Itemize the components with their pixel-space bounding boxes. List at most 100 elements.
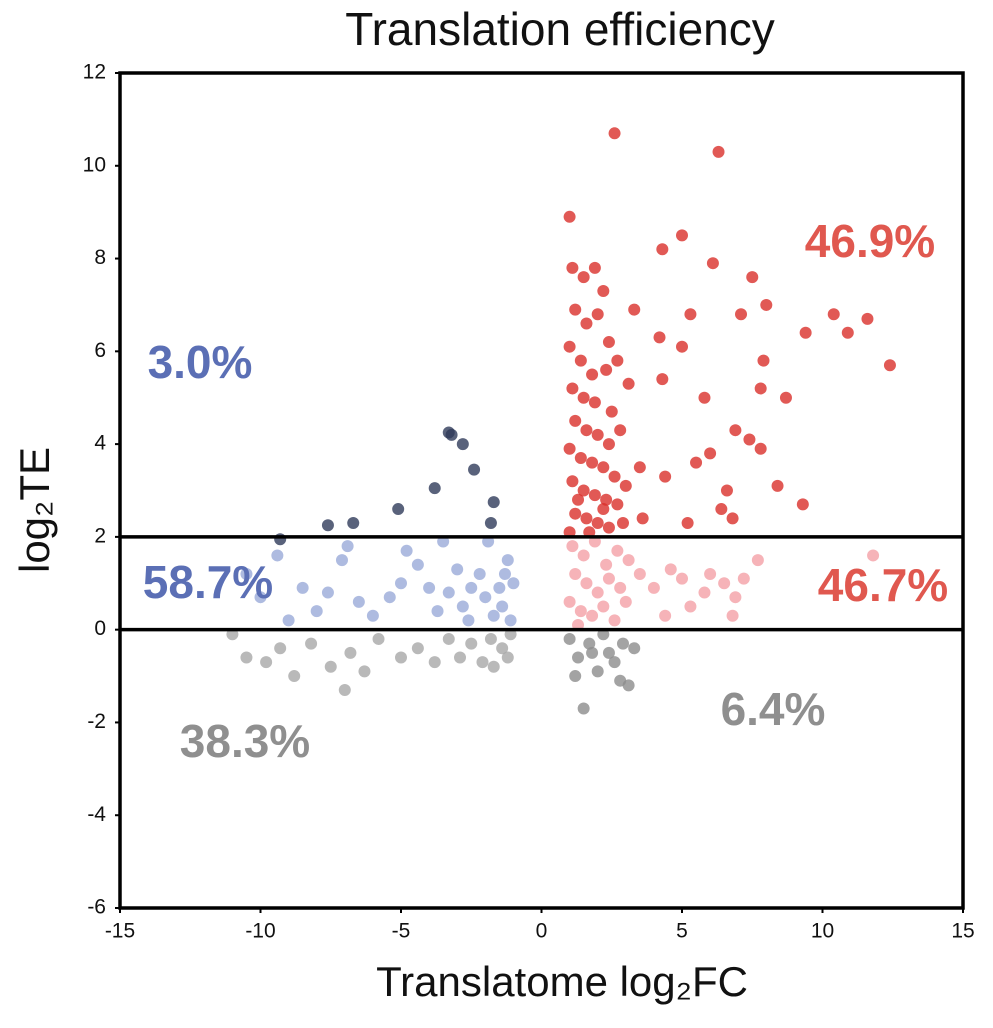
point (305, 637, 318, 650)
point (454, 651, 467, 664)
annotation: 3.0% (148, 336, 253, 388)
point (611, 498, 624, 511)
point (296, 581, 309, 594)
y-tick-label: 10 (83, 153, 106, 176)
point (395, 651, 407, 664)
point (676, 229, 688, 242)
point (341, 540, 354, 553)
point (586, 368, 599, 381)
point (591, 428, 604, 441)
point (861, 312, 874, 325)
point (597, 285, 610, 298)
point (335, 554, 348, 567)
point (602, 521, 615, 534)
point (580, 577, 593, 590)
point (779, 391, 792, 404)
point (622, 377, 635, 390)
point (574, 452, 587, 465)
x-axis-label: Translatome log₂FC (376, 958, 748, 1005)
point (597, 503, 610, 516)
annotation: 46.7% (818, 559, 948, 611)
point (563, 595, 576, 608)
point (392, 503, 405, 516)
point (656, 243, 669, 256)
point (867, 549, 880, 562)
point (496, 642, 509, 655)
point (428, 656, 441, 669)
point (338, 683, 351, 696)
point (827, 308, 840, 321)
point (372, 632, 385, 645)
point (726, 609, 739, 622)
y-tick-label: 4 (94, 432, 106, 455)
point (347, 516, 360, 529)
point (240, 651, 253, 664)
point (628, 303, 641, 316)
point (574, 354, 587, 367)
point (602, 438, 615, 451)
point (698, 586, 711, 599)
point (760, 298, 773, 311)
y-tick-label: 12 (83, 61, 106, 84)
point (619, 479, 632, 492)
point (591, 516, 604, 529)
point (676, 340, 688, 353)
point (493, 581, 506, 594)
point (659, 609, 672, 622)
point (324, 660, 337, 673)
point (395, 577, 407, 590)
point (614, 581, 627, 594)
point (684, 600, 697, 613)
point (487, 660, 500, 673)
point (456, 438, 469, 451)
point (729, 424, 742, 437)
point (600, 493, 613, 506)
point (602, 646, 615, 659)
point (566, 261, 579, 274)
point (586, 609, 599, 622)
point (563, 210, 576, 223)
point (569, 414, 582, 427)
y-tick-label: 0 (94, 617, 106, 640)
point (636, 512, 649, 525)
point (476, 656, 489, 669)
point (282, 614, 295, 627)
point (498, 568, 511, 580)
point (468, 463, 481, 476)
point (569, 568, 582, 580)
point (462, 614, 475, 627)
point (411, 642, 424, 655)
point (754, 382, 767, 395)
point (659, 470, 672, 483)
point (501, 554, 514, 567)
x-tick-label: 10 (811, 920, 834, 943)
point (260, 656, 273, 669)
point (484, 516, 497, 529)
y-tick-label: 6 (94, 339, 106, 362)
point (442, 586, 455, 599)
point (729, 591, 742, 604)
point (400, 544, 413, 557)
point (352, 595, 365, 608)
x-tick-label: -15 (105, 920, 135, 943)
point (577, 549, 590, 562)
point (622, 679, 635, 692)
point (726, 512, 739, 525)
x-tick-label: -5 (392, 920, 411, 943)
point (653, 331, 666, 344)
point (616, 516, 629, 529)
annotation: 6.4% (721, 683, 826, 735)
point (616, 637, 629, 650)
point (647, 581, 660, 594)
point (799, 326, 812, 339)
point (271, 549, 284, 562)
point (698, 391, 711, 404)
point (496, 600, 509, 613)
point (563, 632, 576, 645)
point (442, 632, 455, 645)
point (344, 646, 357, 659)
chart-title: Translation efficiency (345, 3, 775, 55)
point (591, 308, 604, 321)
point (577, 484, 590, 497)
